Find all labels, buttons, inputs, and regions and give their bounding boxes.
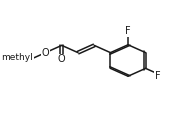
- Text: methyl: methyl: [1, 53, 33, 62]
- Text: O: O: [42, 48, 49, 58]
- Text: F: F: [125, 26, 131, 36]
- Text: O: O: [58, 54, 66, 64]
- Text: F: F: [155, 71, 160, 81]
